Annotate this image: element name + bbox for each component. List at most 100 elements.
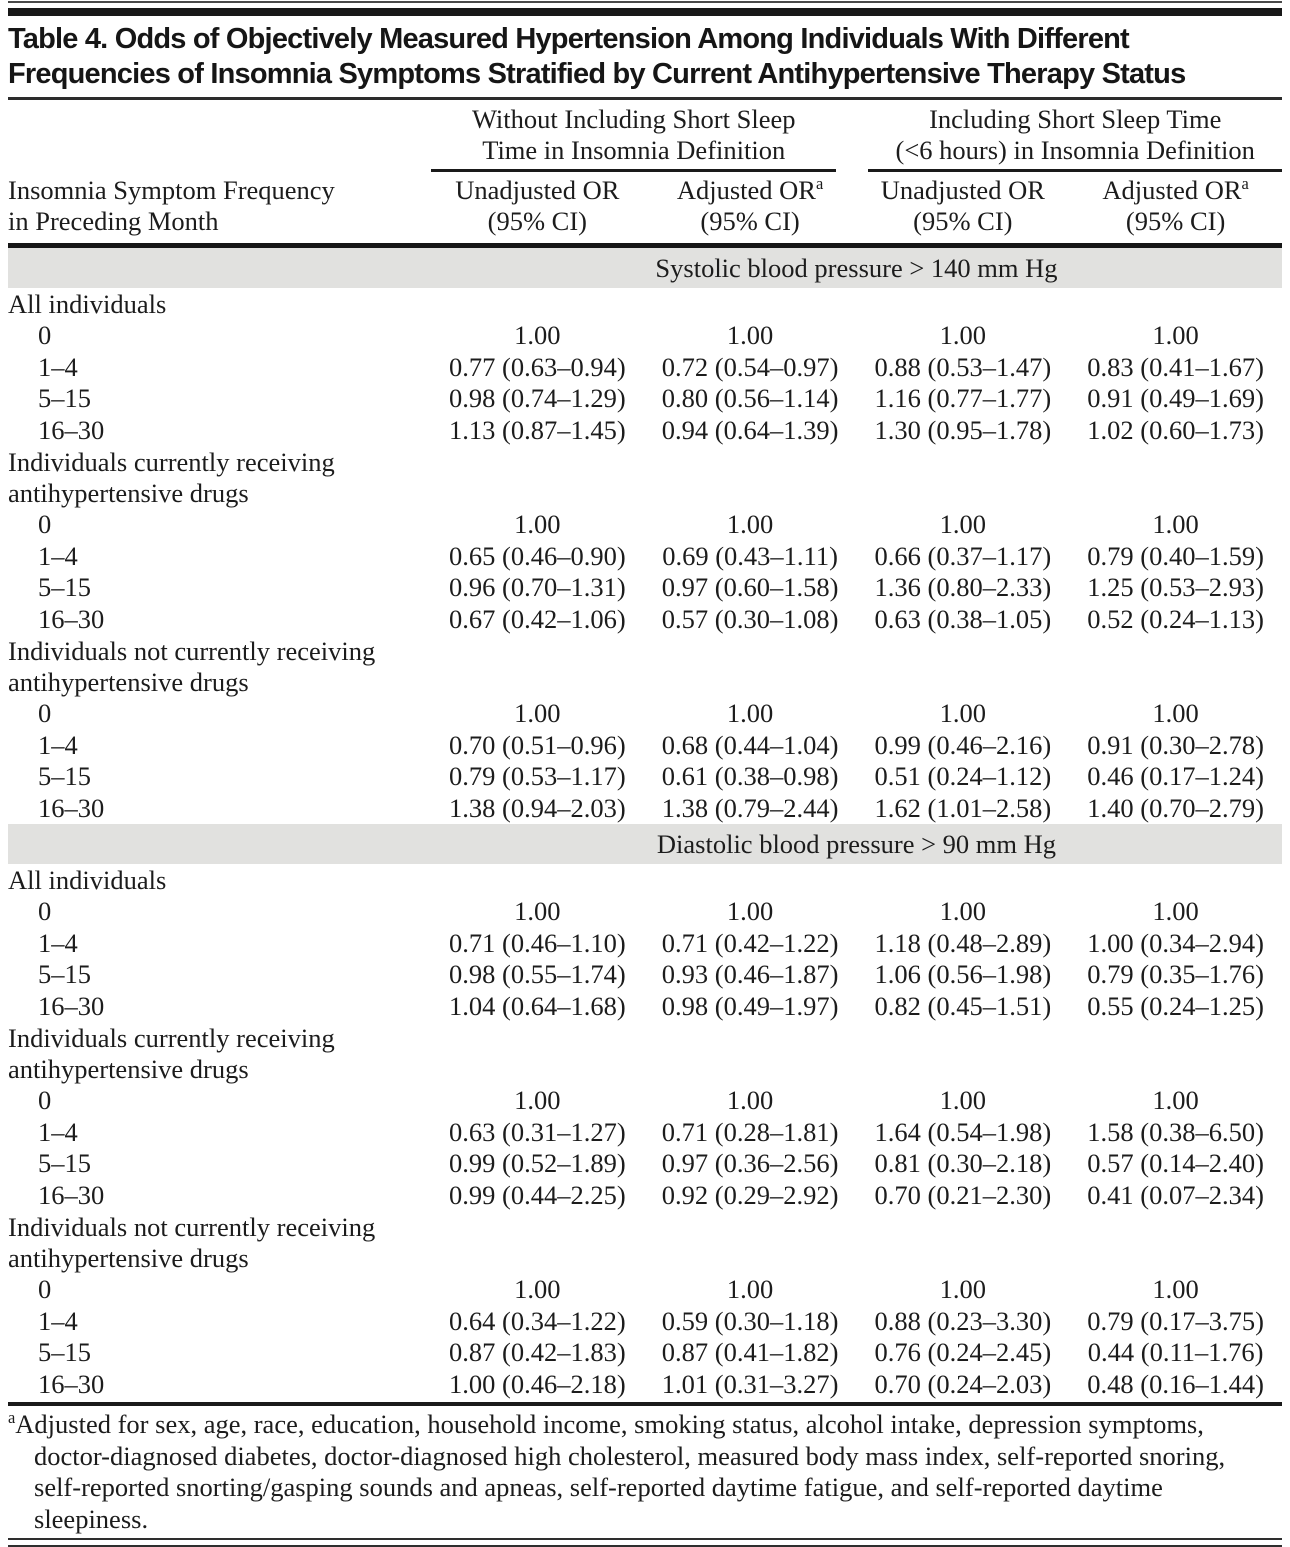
frequency-label: 1–4 — [38, 927, 78, 958]
section-band-row: Diastolic blood pressure > 90 mm Hg — [8, 824, 1282, 864]
frequency-label: 5–15 — [38, 1148, 91, 1178]
odds-ratio-value: 0.71 (0.46–1.10) — [449, 927, 626, 958]
odds-ratio-value: 1.00 — [1152, 1274, 1199, 1304]
odds-ratio-value: 0.70 (0.21–2.30) — [874, 1179, 1052, 1210]
column-header-title: Adjusted OR — [1102, 175, 1242, 205]
row-label-header-line-2: in Preceding Month — [8, 206, 219, 236]
frequency-label: 1–4 — [38, 540, 78, 571]
row-label-header-line-1: Insomnia Symptom Frequency — [8, 175, 335, 205]
odds-ratio-value: 0.46 (0.17–1.24) — [1087, 761, 1264, 791]
odds-ratio-value: 0.98 (0.74–1.29) — [449, 383, 626, 413]
odds-ratio-value: 1.00 — [726, 1274, 774, 1304]
data-row: 0 1.00 1.00 1.00 1.00 — [8, 896, 1282, 928]
odds-ratio-value: 0.63 (0.38–1.05) — [874, 603, 1052, 634]
odds-ratio-value: 1.00 — [726, 1085, 774, 1115]
footnote-marker: a — [8, 1408, 16, 1428]
odds-ratio-value: 0.57 (0.14–2.40) — [1087, 1148, 1264, 1178]
odds-ratio-value: 0.81 (0.30–2.18) — [874, 1148, 1052, 1178]
group-label-line: antihypertensive drugs — [8, 1243, 249, 1273]
column-header-title: Unadjusted OR — [880, 175, 1045, 205]
odds-ratio-table: Without Including Short Sleep Time in In… — [8, 100, 1282, 1400]
group-header-without-short-sleep: Without Including Short Sleep Time in In… — [430, 100, 857, 172]
data-row: 0 1.00 1.00 1.00 1.00 — [8, 509, 1282, 541]
odds-ratio-value: 0.66 (0.37–1.17) — [874, 540, 1052, 571]
odds-ratio-value: 1.30 (0.95–1.78) — [874, 414, 1052, 445]
odds-ratio-value: 0.88 (0.23–3.30) — [874, 1305, 1052, 1336]
data-row: 1–4 0.64 (0.34–1.22) 0.59 (0.30–1.18) 0.88 … — [8, 1306, 1282, 1338]
odds-ratio-value: 1.00 — [514, 509, 561, 539]
group-header-row: Without Including Short Sleep Time in In… — [8, 100, 1282, 172]
odds-ratio-value: 1.00 — [939, 698, 987, 728]
odds-ratio-value: 1.01 (0.31–3.27) — [661, 1368, 839, 1399]
frequency-label: 5–15 — [38, 572, 91, 602]
frequency-label: 1–4 — [38, 1116, 78, 1147]
table-title: Table 4. Odds of Objectively Measured Hy… — [8, 22, 1282, 92]
odds-ratio-value: 1.25 (0.53–2.93) — [1087, 572, 1264, 602]
data-row: 16–30 0.67 (0.42–1.06) 0.57 (0.30–1.08) 0.6… — [8, 604, 1282, 636]
odds-ratio-value: 0.59 (0.30–1.18) — [661, 1305, 839, 1336]
group-label-row: All individuals — [8, 864, 1282, 896]
group-label-cell: Individuals currently receiving antihyper… — [8, 446, 1282, 509]
odds-ratio-value: 1.00 — [726, 698, 774, 728]
data-row: 16–30 1.38 (0.94–2.03) 1.38 (0.79–2.44) 1.6… — [8, 793, 1282, 825]
odds-ratio-value: 0.91 (0.30–2.78) — [1087, 729, 1264, 760]
odds-ratio-value: 1.00 — [514, 1085, 561, 1115]
group-header-line: Time in Insomnia Definition — [482, 135, 786, 165]
group-label-line: Individuals not currently receiving — [8, 1212, 376, 1242]
data-row: 0 1.00 1.00 1.00 1.00 — [8, 1274, 1282, 1306]
odds-ratio-value: 1.00 — [726, 896, 774, 926]
odds-ratio-value: 0.99 (0.44–2.25) — [449, 1179, 626, 1210]
odds-ratio-value: 0.88 (0.53–1.47) — [874, 351, 1052, 382]
odds-ratio-value: 1.00 (0.46–2.18) — [449, 1368, 626, 1399]
group-label-row: Individuals not currently receiving antih… — [8, 635, 1282, 698]
data-row: 1–4 0.70 (0.51–0.96) 0.68 (0.44–1.04) 0.99 … — [8, 730, 1282, 762]
odds-ratio-value: 0.55 (0.24–1.25) — [1087, 990, 1264, 1021]
group-header-including-short-sleep: Including Short Sleep Time (<6 hours) in… — [856, 100, 1282, 172]
odds-ratio-value: 1.00 (0.34–2.94) — [1087, 927, 1264, 958]
odds-ratio-value: 0.71 (0.42–1.22) — [661, 927, 839, 958]
frequency-label: 16–30 — [38, 1179, 105, 1210]
odds-ratio-value: 0.52 (0.24–1.13) — [1087, 603, 1264, 634]
data-row: 16–30 1.00 (0.46–2.18) 1.01 (0.31–3.27) 0.7… — [8, 1369, 1282, 1401]
data-row: 16–30 0.99 (0.44–2.25) 0.92 (0.29–2.92) 0.7… — [8, 1180, 1282, 1212]
data-row: 16–30 1.04 (0.64–1.68) 0.98 (0.49–1.97) 0.8… — [8, 991, 1282, 1023]
column-header-title: Adjusted OR — [676, 175, 816, 205]
odds-ratio-value: 0.99 (0.46–2.16) — [874, 729, 1052, 760]
group-label-row: Individuals currently receiving antihyper… — [8, 446, 1282, 509]
odds-ratio-value: 0.67 (0.42–1.06) — [449, 603, 626, 634]
odds-ratio-value: 0.96 (0.70–1.31) — [449, 572, 626, 602]
odds-ratio-value: 1.58 (0.38–6.50) — [1087, 1116, 1264, 1147]
odds-ratio-value: 1.36 (0.80–2.33) — [874, 572, 1052, 602]
data-row: 1–4 0.71 (0.46–1.10) 0.71 (0.42–1.22) 1.18 … — [8, 928, 1282, 960]
data-row: 16–30 1.13 (0.87–1.45) 0.94 (0.64–1.39) 1.3… — [8, 415, 1282, 447]
odds-ratio-value: 1.04 (0.64–1.68) — [449, 990, 626, 1021]
group-label-line: Individuals currently receiving — [8, 1023, 335, 1053]
odds-ratio-value: 1.00 — [1152, 509, 1199, 539]
odds-ratio-value: 0.98 (0.49–1.97) — [661, 990, 839, 1021]
group-label-line: antihypertensive drugs — [8, 667, 249, 697]
data-row: 1–4 0.77 (0.63–0.94) 0.72 (0.54–0.97) 0.88 … — [8, 352, 1282, 384]
odds-ratio-value: 1.00 — [939, 320, 987, 350]
column-header-sub: (95% CI) — [700, 206, 800, 236]
data-row: 0 1.00 1.00 1.00 1.00 — [8, 698, 1282, 730]
data-row: 1–4 0.63 (0.31–1.27) 0.71 (0.28–1.81) 1.64 … — [8, 1117, 1282, 1149]
bottom-double-rule — [8, 1538, 1282, 1547]
odds-ratio-value: 1.38 (0.79–2.44) — [661, 792, 839, 823]
odds-ratio-value: 0.97 (0.36–2.56) — [661, 1148, 839, 1178]
section-band-spacer — [8, 245, 431, 288]
group-label-cell: All individuals — [8, 288, 1282, 320]
odds-ratio-value: 1.18 (0.48–2.89) — [874, 927, 1052, 958]
odds-ratio-value: 0.82 (0.45–1.51) — [874, 990, 1052, 1021]
odds-ratio-value: 0.79 (0.17–3.75) — [1087, 1305, 1264, 1336]
group-label-line: All individuals — [8, 289, 167, 319]
odds-ratio-value: 1.00 — [514, 896, 561, 926]
frequency-label: 0 — [38, 1085, 52, 1115]
odds-ratio-value: 1.00 — [1152, 698, 1199, 728]
odds-ratio-value: 0.63 (0.31–1.27) — [449, 1116, 626, 1147]
top-hairline-rule — [8, 1, 1282, 3]
column-header-sub: (95% CI) — [487, 206, 587, 236]
odds-ratio-value: 0.93 (0.46–1.87) — [661, 959, 839, 989]
top-thick-rule — [8, 8, 1282, 16]
odds-ratio-value: 1.00 — [726, 320, 774, 350]
group-label-cell: Individuals not currently receiving antih… — [8, 1211, 1282, 1274]
